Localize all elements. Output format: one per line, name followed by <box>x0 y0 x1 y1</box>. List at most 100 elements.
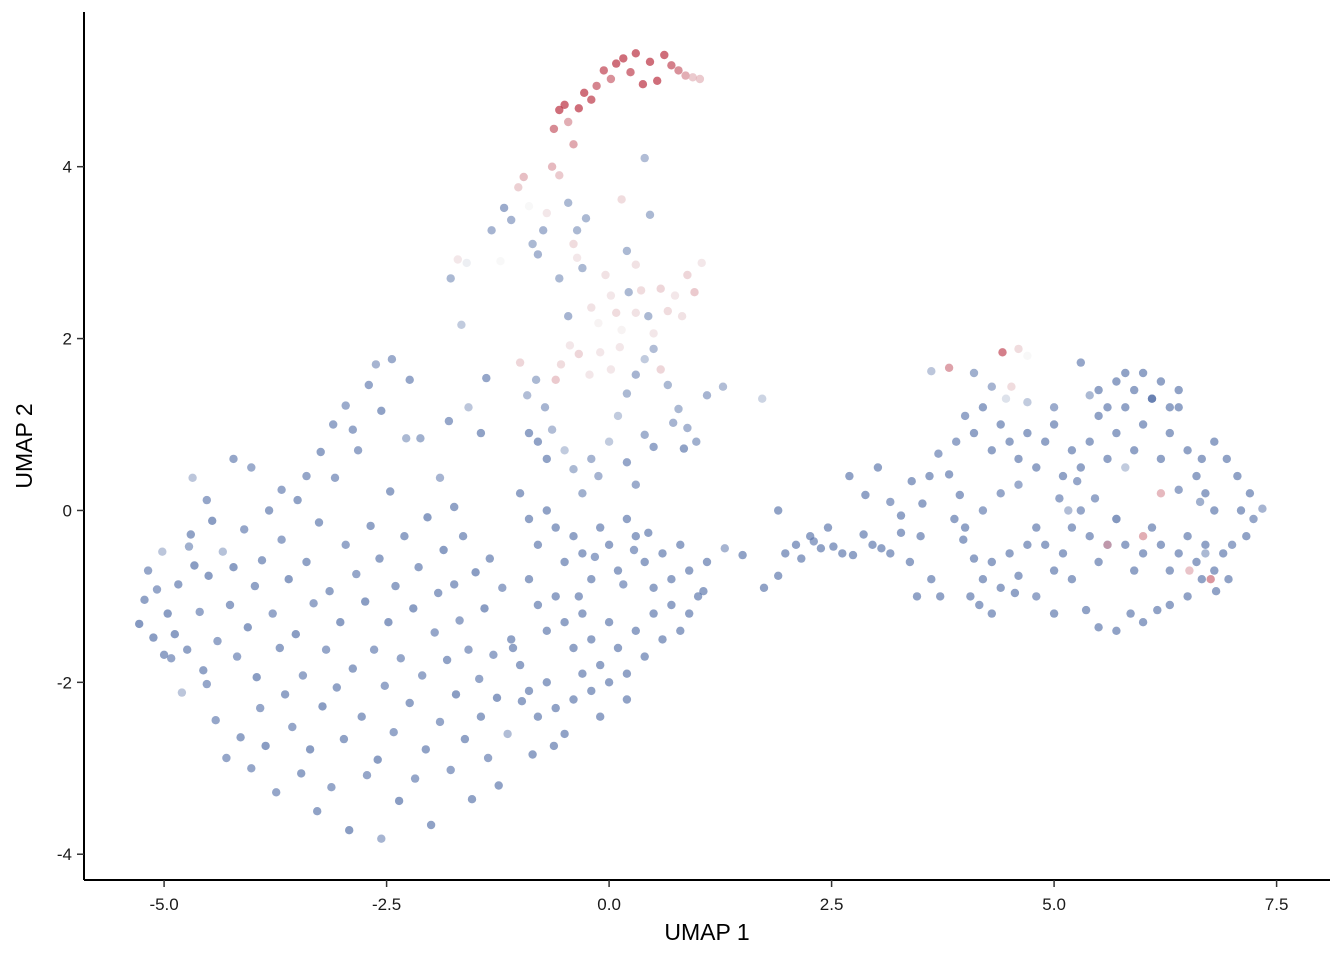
scatter-point <box>574 349 583 359</box>
scatter-point <box>936 592 945 601</box>
scatter-point <box>944 470 954 479</box>
scatter-point <box>410 774 420 783</box>
scatter-point <box>960 523 970 532</box>
scatter-point <box>332 683 341 692</box>
scatter-point <box>612 59 621 68</box>
scatter-point <box>1049 420 1059 429</box>
scatter-point <box>1147 394 1157 403</box>
scatter-point <box>405 375 414 384</box>
scatter-point <box>1249 514 1258 524</box>
scatter-point <box>1156 377 1166 386</box>
scatter-point <box>1049 403 1059 412</box>
scatter-point <box>1245 489 1255 498</box>
scatter-point <box>302 557 311 567</box>
scatter-point <box>569 140 578 149</box>
scatter-point <box>1222 454 1232 464</box>
scatter-point <box>955 490 964 500</box>
scatter-point <box>829 542 838 551</box>
scatter-point <box>1130 446 1139 455</box>
scatter-point <box>848 550 858 560</box>
scatter-point <box>587 303 596 312</box>
scatter-point <box>1121 368 1130 378</box>
scatter-point <box>688 73 697 82</box>
scatter-point <box>669 418 678 427</box>
scatter-point <box>816 544 826 553</box>
scatter-point <box>539 226 548 235</box>
scatter-point <box>256 703 265 713</box>
scatter-point <box>774 571 783 580</box>
scatter-point <box>222 753 231 763</box>
scatter-point <box>617 325 626 335</box>
scatter-point <box>578 669 587 678</box>
scatter-point <box>1156 489 1166 498</box>
scatter-point <box>572 226 582 235</box>
scatter-point <box>640 652 649 661</box>
scatter-point <box>823 523 833 532</box>
scatter-point <box>1197 575 1207 584</box>
scatter-point <box>426 820 436 830</box>
scatter-point <box>464 645 473 654</box>
scatter-point <box>471 568 480 577</box>
scatter-point <box>496 257 505 266</box>
scatter-point <box>1138 368 1148 378</box>
scatter-point <box>377 406 386 415</box>
scatter-point <box>690 288 699 297</box>
scatter-point <box>950 514 959 524</box>
scatter-point <box>1183 532 1192 541</box>
x-tick-label: -5.0 <box>149 895 178 914</box>
scatter-point <box>341 540 350 549</box>
scatter-point <box>435 473 445 482</box>
scatter-point <box>564 198 573 207</box>
scatter-point <box>629 545 639 555</box>
scatter-point <box>547 162 557 171</box>
scatter-point <box>622 669 632 678</box>
scatter-point <box>564 312 573 321</box>
scatter-point <box>604 618 614 627</box>
scatter-point <box>596 348 605 357</box>
scatter-point <box>683 423 692 433</box>
scatter-point <box>542 626 551 635</box>
scatter-point <box>211 716 220 725</box>
y-axis-ticks: -4 -2 0 2 4 <box>57 158 84 864</box>
y-tick-label: -4 <box>57 845 72 864</box>
scatter-point <box>1138 549 1148 558</box>
scatter-point <box>362 771 372 780</box>
scatter-point <box>1055 494 1064 503</box>
scatter-point <box>585 370 594 379</box>
scatter-point <box>560 729 569 739</box>
scatter-point <box>1023 428 1032 438</box>
scatter-point <box>987 446 996 455</box>
scatter-point <box>183 645 192 654</box>
scatter-point <box>996 489 1005 498</box>
scatter-point <box>293 495 302 505</box>
scatter-point <box>781 549 790 558</box>
scatter-point <box>229 563 238 572</box>
scatter-point <box>458 532 468 541</box>
scatter-point <box>645 57 655 66</box>
scatter-point <box>240 525 249 534</box>
scatter-point <box>1023 351 1032 360</box>
scatter-point <box>886 549 895 558</box>
scatter-point <box>1236 506 1246 515</box>
scatter-point <box>389 728 398 737</box>
scatter-point <box>1023 540 1032 549</box>
scatter-point <box>587 635 596 644</box>
scatter-point <box>656 365 665 374</box>
scatter-point <box>143 566 153 575</box>
scatter-point <box>213 636 222 646</box>
scatter-point <box>636 286 646 295</box>
scatter-point <box>1130 566 1139 575</box>
scatter-point <box>159 650 169 659</box>
scatter-point <box>1211 587 1221 596</box>
scatter-point <box>519 172 528 182</box>
scatter-point <box>551 375 560 384</box>
scatter-point <box>1192 557 1201 567</box>
scatter-point <box>685 566 694 575</box>
scatter-point <box>969 368 979 378</box>
scatter-point <box>555 171 564 180</box>
scatter-point <box>596 523 605 532</box>
scatter-point <box>969 428 979 438</box>
scatter-point <box>414 563 423 572</box>
scatter-point <box>455 616 464 625</box>
